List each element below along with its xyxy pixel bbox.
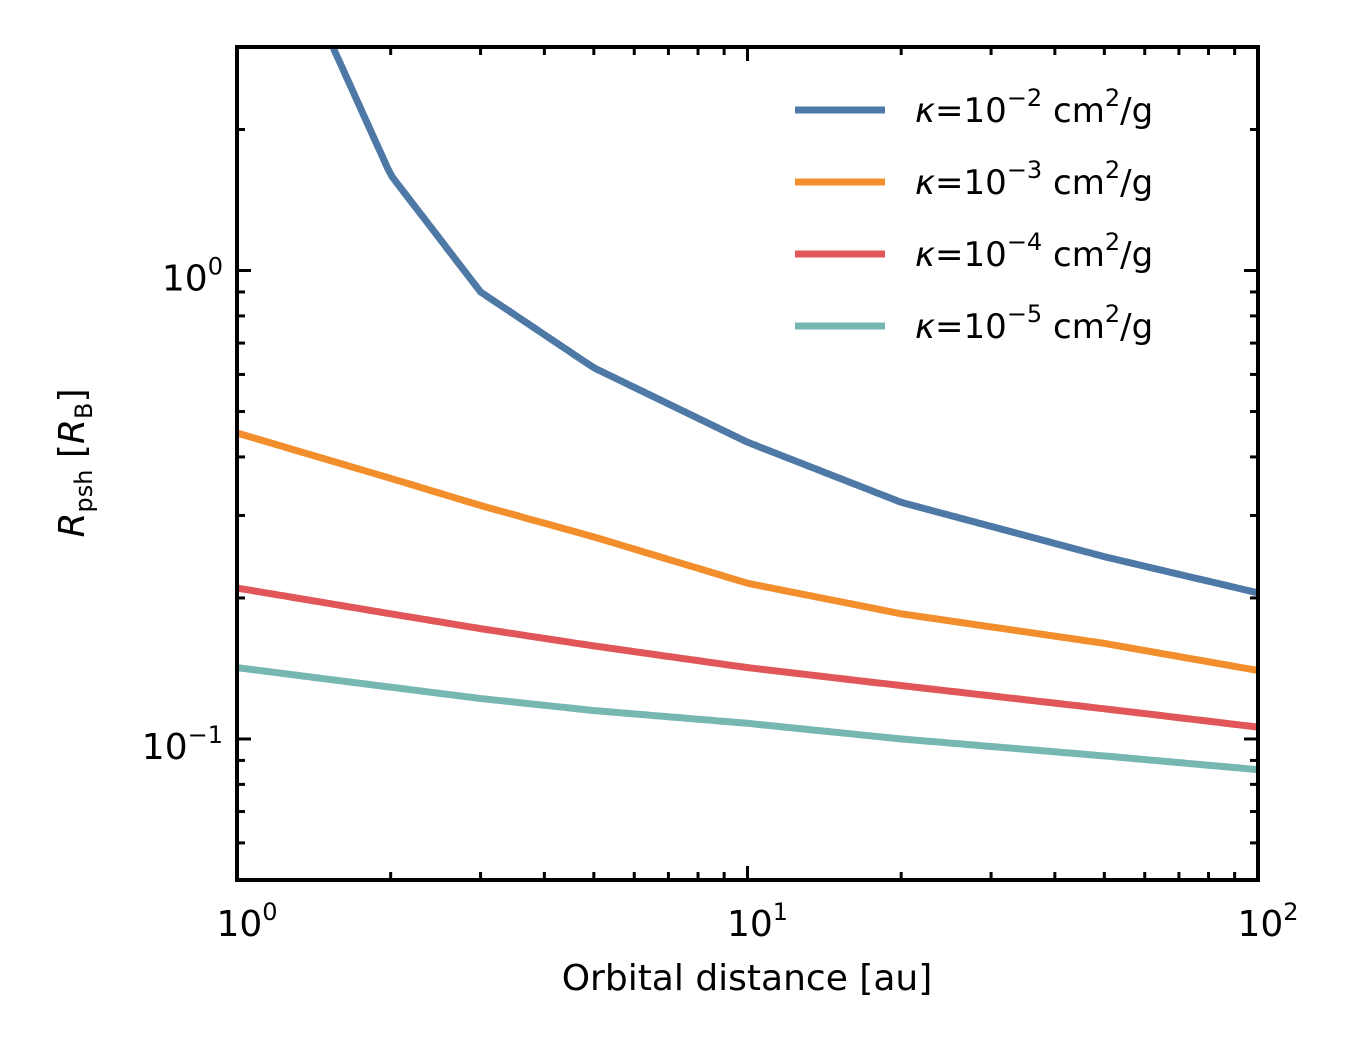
series-line-3: [237, 584, 1258, 731]
y-label-space: [52, 458, 93, 469]
legend-4-exp: −5: [1007, 300, 1042, 328]
y-tick-label-1-base: 10: [142, 727, 188, 768]
legend-4-unit: cm: [1042, 307, 1105, 347]
x-tick-label-2-exp: 2: [1283, 898, 1298, 926]
legend-1-exp: −2: [1007, 84, 1042, 112]
plot-frame: [235, 45, 1260, 882]
y-tick-label-1: 10−1: [142, 721, 223, 768]
x-axis-label: Orbital distance [au]: [562, 958, 933, 999]
x-tick-label-0: 100: [216, 898, 277, 945]
x-tick-label-2: 102: [1237, 898, 1298, 945]
x-tick-label-1-base: 10: [727, 904, 773, 945]
legend-1-unit-exp: 2: [1105, 84, 1120, 112]
legend-2-eq: =: [935, 163, 964, 203]
legend-3-unit: cm: [1042, 235, 1105, 275]
y-label-unit-var: R: [52, 419, 93, 444]
legend-2-base: 10: [964, 163, 1007, 203]
y-label-unit-close: ]: [52, 389, 93, 403]
y-label-var-sub: psh: [70, 470, 98, 513]
legend-4-base: 10: [964, 307, 1007, 347]
legend-label-3: κ=10−4 cm2/g: [915, 228, 1153, 275]
legend-2-exp: −3: [1007, 156, 1042, 184]
plot-area: [237, 47, 1258, 774]
x-tick-label-1: 101: [727, 898, 788, 945]
legend-label-1: κ=10−2 cm2/g: [915, 84, 1153, 131]
legend-2-symbol: κ: [915, 163, 935, 203]
y-tick-label-1-exp: −1: [188, 721, 223, 749]
series-line-1: [329, 47, 1258, 597]
legend-3-exp: −4: [1007, 228, 1042, 256]
legend-3-unit-tail: /g: [1120, 235, 1153, 275]
legend-3-symbol: κ: [915, 235, 935, 275]
y-label-unit-sub: B: [70, 403, 98, 419]
x-tick-label-0-base: 10: [216, 904, 262, 945]
legend-2-unit: cm: [1042, 163, 1105, 203]
series-line-2: [237, 429, 1258, 674]
legend-1-base: 10: [964, 91, 1007, 131]
legend-4-eq: =: [935, 307, 964, 347]
legend-3-base: 10: [964, 235, 1007, 275]
legend-1-symbol: κ: [915, 91, 935, 131]
legend-label-2: κ=10−3 cm2/g: [915, 156, 1153, 203]
y-axis-label: Rpsh [RB]: [52, 389, 98, 538]
legend-2-unit-tail: /g: [1120, 163, 1153, 203]
x-tick-label-2-base: 10: [1237, 904, 1283, 945]
legend-4-unit-tail: /g: [1120, 307, 1153, 347]
legend: κ=10−2 cm2/gκ=10−3 cm2/gκ=10−4 cm2/gκ=10…: [795, 84, 1153, 347]
legend-1-unit: cm: [1042, 91, 1105, 131]
x-tick-label-0-exp: 0: [262, 898, 277, 926]
legend-3-unit-exp: 2: [1105, 228, 1120, 256]
legend-1-unit-tail: /g: [1120, 91, 1153, 131]
legend-2-unit-exp: 2: [1105, 156, 1120, 184]
y-tick-label-0: 100: [162, 253, 223, 300]
y-label-unit-open: [: [52, 444, 93, 458]
x-tick-label-1-exp: 1: [773, 898, 788, 926]
legend-label-4: κ=10−5 cm2/g: [915, 300, 1153, 347]
legend-3-eq: =: [935, 235, 964, 275]
legend-4-unit-exp: 2: [1105, 300, 1120, 328]
y-label-var: R: [52, 512, 93, 537]
y-tick-label-0-base: 10: [162, 259, 208, 300]
legend-1-eq: =: [935, 91, 964, 131]
series-line-4: [237, 664, 1258, 774]
legend-4-symbol: κ: [915, 307, 935, 347]
y-tick-label-0-exp: 0: [208, 253, 223, 281]
